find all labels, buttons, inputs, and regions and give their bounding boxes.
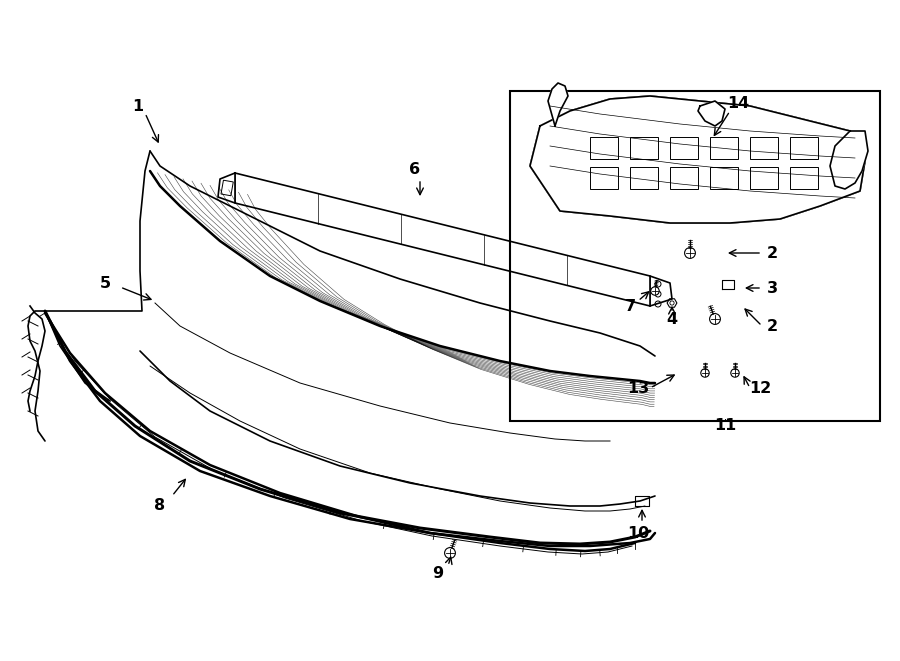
Bar [790,137,818,159]
Text: 5: 5 [99,276,111,290]
Text: 4: 4 [666,311,678,327]
Text: 9: 9 [432,566,444,580]
Polygon shape [548,83,568,126]
Circle shape [445,547,455,559]
Circle shape [655,291,661,297]
Text: 3: 3 [767,280,778,295]
Text: 12: 12 [749,381,771,395]
Bar [630,137,658,159]
Text: 8: 8 [155,498,166,514]
Circle shape [651,287,659,295]
Polygon shape [530,96,865,223]
Bar [221,180,233,196]
Bar [670,137,698,159]
Polygon shape [667,299,677,307]
Bar [790,167,818,189]
Bar [750,137,778,159]
Text: 11: 11 [714,418,736,434]
Text: 7: 7 [625,299,635,313]
Circle shape [670,301,674,305]
Bar [670,167,698,189]
Polygon shape [698,101,725,126]
Circle shape [701,369,709,377]
Circle shape [655,301,661,307]
Text: 10: 10 [627,525,649,541]
Bar [630,167,658,189]
Bar [510,91,880,421]
Text: 13: 13 [627,381,649,395]
Polygon shape [830,131,868,189]
Text: 14: 14 [727,95,749,110]
Text: 6: 6 [410,161,420,176]
Text: 2: 2 [767,245,778,260]
Text: 2: 2 [767,319,778,334]
Circle shape [709,313,720,325]
Bar [710,167,738,189]
Bar [710,137,738,159]
Circle shape [685,248,696,258]
Circle shape [655,281,661,287]
Text: 1: 1 [132,98,144,114]
Bar [590,137,618,159]
Circle shape [731,369,739,377]
Bar [590,167,618,189]
Bar [750,167,778,189]
